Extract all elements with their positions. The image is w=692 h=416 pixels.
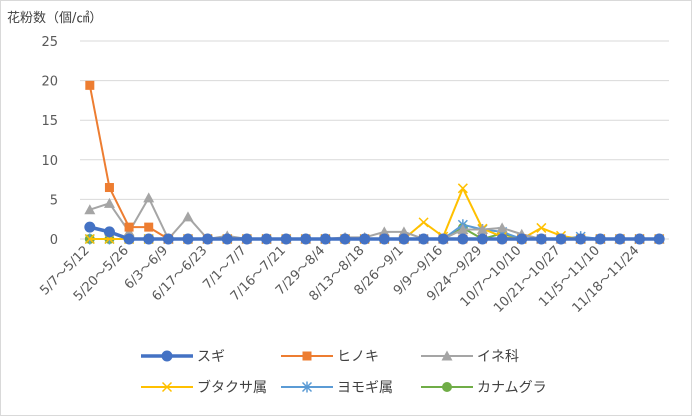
- data-point: [378, 233, 390, 245]
- series-line: [84, 221, 665, 245]
- y-tick-label: 25: [41, 35, 58, 50]
- legend-item: カナムグラ: [421, 380, 547, 396]
- y-tick-label: 10: [41, 154, 58, 169]
- legend-label: ヒノキ: [337, 349, 379, 365]
- data-point: [261, 233, 273, 245]
- data-point: [241, 233, 253, 245]
- data-point: [103, 197, 115, 208]
- data-point: [339, 233, 351, 245]
- data-point: [301, 381, 313, 393]
- data-point: [103, 226, 115, 238]
- data-point: [398, 226, 410, 237]
- data-point: [496, 233, 508, 245]
- data-point: [221, 233, 233, 245]
- data-point: [300, 233, 312, 245]
- data-point: [442, 382, 452, 392]
- data-point: [614, 233, 626, 245]
- y-tick-label: 5: [50, 193, 58, 208]
- data-point: [418, 217, 429, 228]
- data-point: [476, 223, 488, 234]
- x-axis-ticks: 5/7～5/125/20～5/266/3～6/96/17～6/237/1～7/7…: [37, 243, 642, 316]
- data-point: [441, 350, 453, 361]
- data-point: [536, 222, 547, 233]
- legend-label: ブタクサ属: [197, 379, 267, 396]
- legend-item: ブタクサ属: [141, 379, 267, 396]
- data-point: [359, 233, 371, 245]
- series-line: [85, 80, 664, 244]
- data-point: [653, 233, 665, 245]
- data-point: [535, 233, 547, 245]
- data-point: [161, 350, 173, 362]
- legend-label: スギ: [197, 349, 225, 365]
- gridlines: [80, 40, 669, 240]
- data-point: [457, 233, 469, 245]
- data-point: [594, 233, 606, 245]
- data-point: [319, 233, 331, 245]
- data-point: [418, 233, 430, 245]
- legend-label: ヨモギ属: [337, 380, 393, 396]
- data-point: [398, 233, 410, 245]
- legend-item: スギ: [141, 349, 225, 365]
- data-point: [161, 381, 173, 393]
- y-tick-label: 0: [50, 233, 58, 248]
- series-path: [88, 85, 660, 240]
- data-point: [84, 204, 96, 215]
- data-point: [476, 233, 488, 245]
- data-point: [84, 233, 95, 245]
- series-path: [89, 196, 660, 240]
- data-point: [182, 233, 194, 245]
- y-tick-label: 20: [41, 75, 58, 90]
- legend-label: カナムグラ: [477, 380, 547, 396]
- data-point: [144, 222, 154, 232]
- data-point: [124, 222, 134, 232]
- legend-label: イネ科: [477, 349, 519, 365]
- data-point: [182, 211, 194, 222]
- data-point: [437, 233, 449, 245]
- data-point: [143, 192, 155, 203]
- data-point: [143, 233, 155, 245]
- data-point: [302, 351, 312, 361]
- y-axis-title: 花粉数（個/㎠）: [7, 10, 102, 26]
- y-axis-ticks: 0 5 10 15 20 25: [41, 35, 58, 248]
- data-point: [575, 233, 587, 245]
- data-point: [516, 233, 528, 245]
- data-point: [457, 183, 468, 194]
- y-tick-label: 15: [41, 114, 58, 129]
- legend-item: ヨモギ属: [281, 380, 393, 396]
- data-point: [104, 183, 114, 193]
- data-point: [378, 226, 390, 237]
- data-point: [123, 233, 135, 245]
- data-point: [202, 233, 214, 245]
- data-point: [85, 80, 95, 90]
- legend-item: ヒノキ: [281, 349, 379, 365]
- legend-item: イネ科: [421, 349, 519, 365]
- data-point: [280, 233, 292, 245]
- data-point: [555, 233, 567, 245]
- data-point: [496, 222, 508, 233]
- data-point: [457, 223, 469, 234]
- series-lines: [84, 80, 665, 245]
- data-point: [84, 221, 96, 233]
- data-point: [634, 233, 646, 245]
- data-point: [162, 233, 174, 245]
